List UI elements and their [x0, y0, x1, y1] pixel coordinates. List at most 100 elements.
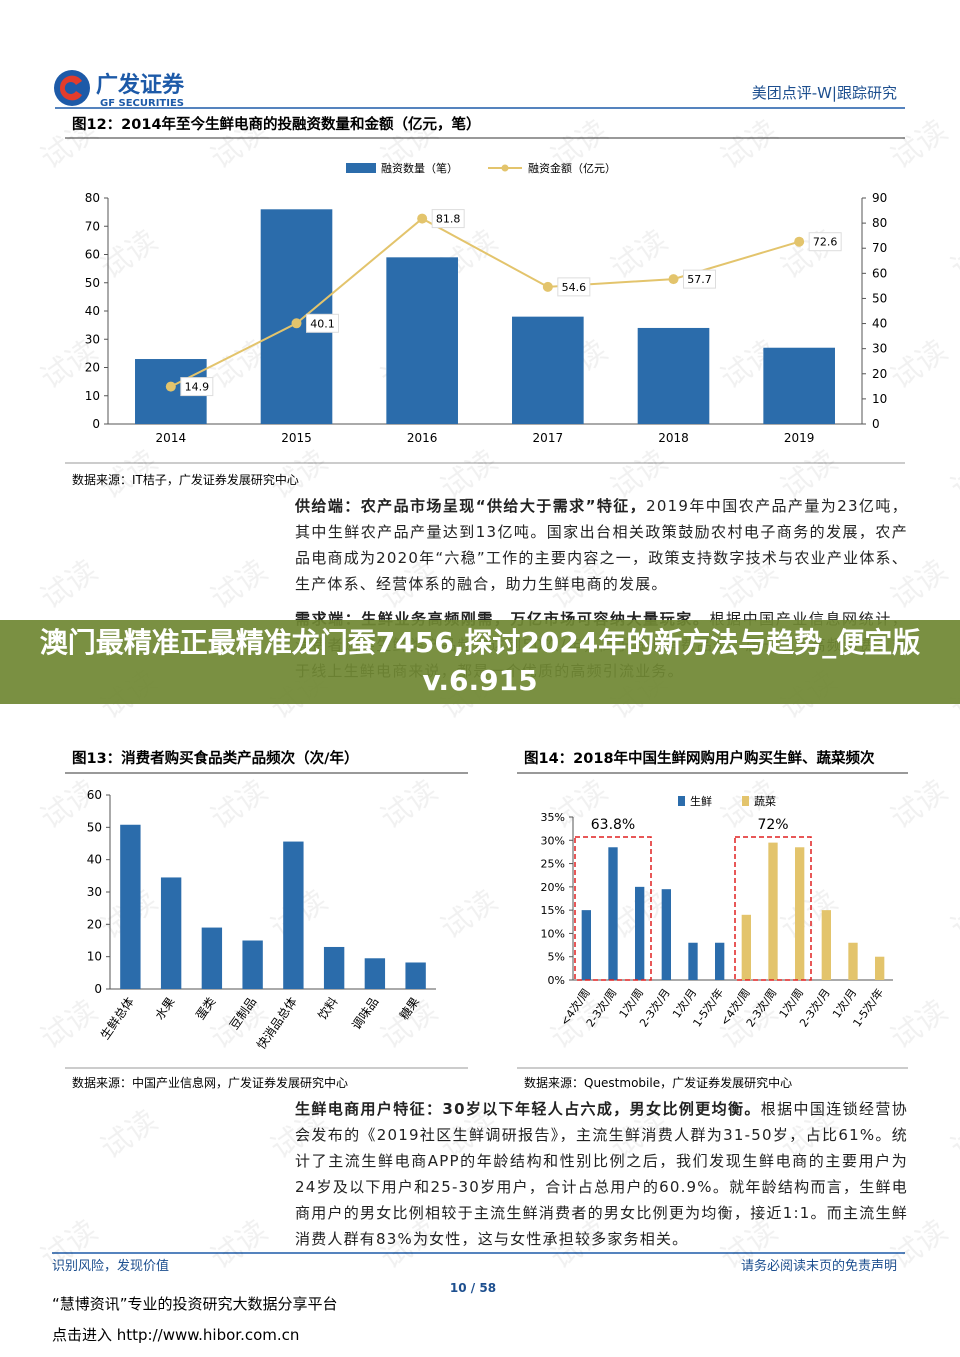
y-tick-label: 0: [92, 417, 100, 431]
y-tick-label: 5%: [548, 951, 565, 964]
x-tick-label: 2019: [784, 431, 815, 445]
watermark: 试读: [35, 993, 104, 1056]
fig12-source: 数据来源：IT桔子，广发证券发展研究中心: [72, 472, 299, 487]
y2-tick-label: 80: [872, 216, 887, 230]
banner-text: 澳门最精准正最精准龙门蚕7456,探讨2024年的新方法与趋势_便宜版v.6.9…: [39, 626, 921, 697]
link[interactable]: 点击进入 http://www.hibor.com.cn: [52, 1326, 299, 1344]
y-tick-label: 60: [87, 788, 102, 802]
legend-label: 蔬菜: [754, 795, 776, 808]
watermark: 试读: [945, 1103, 960, 1166]
annotation: 72%: [757, 817, 788, 833]
y-tick-label: 50: [85, 276, 100, 290]
fig13-title: 图13：消费者购买食品类产品频次（次/年）: [72, 749, 358, 767]
x-tick-label: 2014: [156, 431, 187, 445]
y-tick-label: 15%: [541, 904, 565, 917]
y-tick-label: 0%: [548, 974, 565, 987]
y-tick-label: 30%: [541, 834, 565, 847]
value-label: 40.1: [310, 317, 335, 330]
watermark: 试读: [945, 883, 960, 946]
bar: [242, 940, 263, 989]
x-tick-label: 水果: [152, 995, 177, 1023]
bar: [323, 946, 345, 989]
y-tick-label: 60: [85, 248, 100, 262]
bar: [405, 962, 426, 989]
bar: [763, 347, 835, 424]
bar: [160, 877, 182, 989]
point: [417, 213, 428, 224]
point: [668, 274, 679, 285]
y-tick-label: 10: [85, 389, 100, 403]
y2-tick-label: 70: [872, 241, 887, 255]
y-tick-label: 20: [85, 361, 100, 375]
watermark: 试读: [885, 113, 954, 176]
bar: [795, 847, 805, 980]
y2-tick-label: 0: [872, 417, 880, 431]
legend-swatch: [678, 796, 685, 806]
legend-marker: [501, 164, 509, 172]
y2-tick-label: 10: [872, 392, 887, 406]
bar: [635, 886, 645, 980]
bar: [512, 316, 584, 424]
footer-right: 请务必阅读末页的免责声明: [741, 1258, 897, 1274]
x-tick-label: 生鲜总体: [98, 995, 137, 1042]
y-tick-label: 50: [87, 820, 102, 834]
watermark: 试读: [945, 443, 960, 506]
paragraph: 生鲜电商用户特征：30岁以下年轻人占六成，男女比例更均衡。根据中国连锁经营协会发…: [295, 1096, 908, 1252]
paragraph: 供给端：农产品市场呈现“供给大于需求”特征，2019年中国农产品产量为23亿吨，…: [295, 493, 908, 597]
fig12-title: 图12：2014年至今生鲜电商的投融资数量和金额（亿元，笔）: [72, 115, 481, 133]
watermark: 试读: [885, 993, 954, 1056]
y-tick-label: 20: [87, 917, 102, 931]
value-label: 81.8: [436, 213, 461, 226]
bar: [283, 841, 304, 989]
bar: [715, 942, 725, 980]
point: [542, 281, 553, 292]
watermark: 试读: [95, 1103, 164, 1166]
y-tick-label: 30: [87, 885, 102, 899]
y-tick-label: 80: [85, 191, 100, 205]
point: [291, 318, 302, 329]
bar: [875, 956, 885, 980]
watermark: 试读: [375, 773, 444, 836]
y-tick-label: 70: [85, 219, 100, 233]
y-tick-label: 10%: [541, 927, 565, 940]
y2-tick-label: 50: [872, 291, 887, 305]
y-tick-label: 40: [87, 853, 102, 867]
watermark: 试读: [715, 113, 784, 176]
y-tick-label: 20%: [541, 881, 565, 894]
y2-tick-label: 90: [872, 191, 887, 205]
y2-tick-label: 40: [872, 317, 887, 331]
watermark: 试读: [35, 553, 104, 616]
group-box: [734, 836, 812, 981]
bar: [848, 942, 858, 980]
label-bg: [557, 277, 591, 297]
y2-tick-label: 20: [872, 367, 887, 381]
y-tick-label: 40: [85, 304, 100, 318]
legend-label: 生鲜: [690, 794, 712, 808]
watermark: 试读: [775, 883, 844, 946]
point: [165, 381, 176, 392]
watermark: 试读: [95, 443, 164, 506]
label-bg: [180, 377, 214, 397]
value-label: 57.7: [687, 273, 712, 286]
watermark: 试读: [885, 333, 954, 396]
text: 根据中国连锁经营协会发布的《2019社区生鲜调研报告》，主流生鲜消费人群为31-…: [295, 1100, 908, 1248]
bar: [386, 257, 458, 424]
y-tick-label: 35%: [541, 811, 565, 824]
label-bg: [683, 269, 716, 289]
y-tick-label: 0: [94, 982, 102, 996]
bar: [821, 910, 831, 980]
page-number: 10 / 58: [450, 1281, 496, 1295]
value-label: 54.6: [562, 281, 587, 294]
y2-tick-label: 30: [872, 342, 887, 356]
footer-left: 识别风险，发现价值: [52, 1258, 169, 1274]
bar: [201, 927, 223, 989]
label-bg: [808, 232, 842, 252]
x-tick-label: 2018: [658, 431, 689, 445]
x-tick-label: 2017: [533, 431, 564, 445]
text: 2019年中国农产品产量为23亿吨，其中生鲜农产品产量达到13亿吨。国家出台相关…: [295, 497, 908, 593]
x-tick-label: 饮料: [315, 995, 340, 1023]
watermark: 试读: [605, 223, 674, 286]
y-tick-label: 10: [87, 950, 102, 964]
bar: [768, 842, 778, 980]
label-bg: [306, 313, 339, 333]
